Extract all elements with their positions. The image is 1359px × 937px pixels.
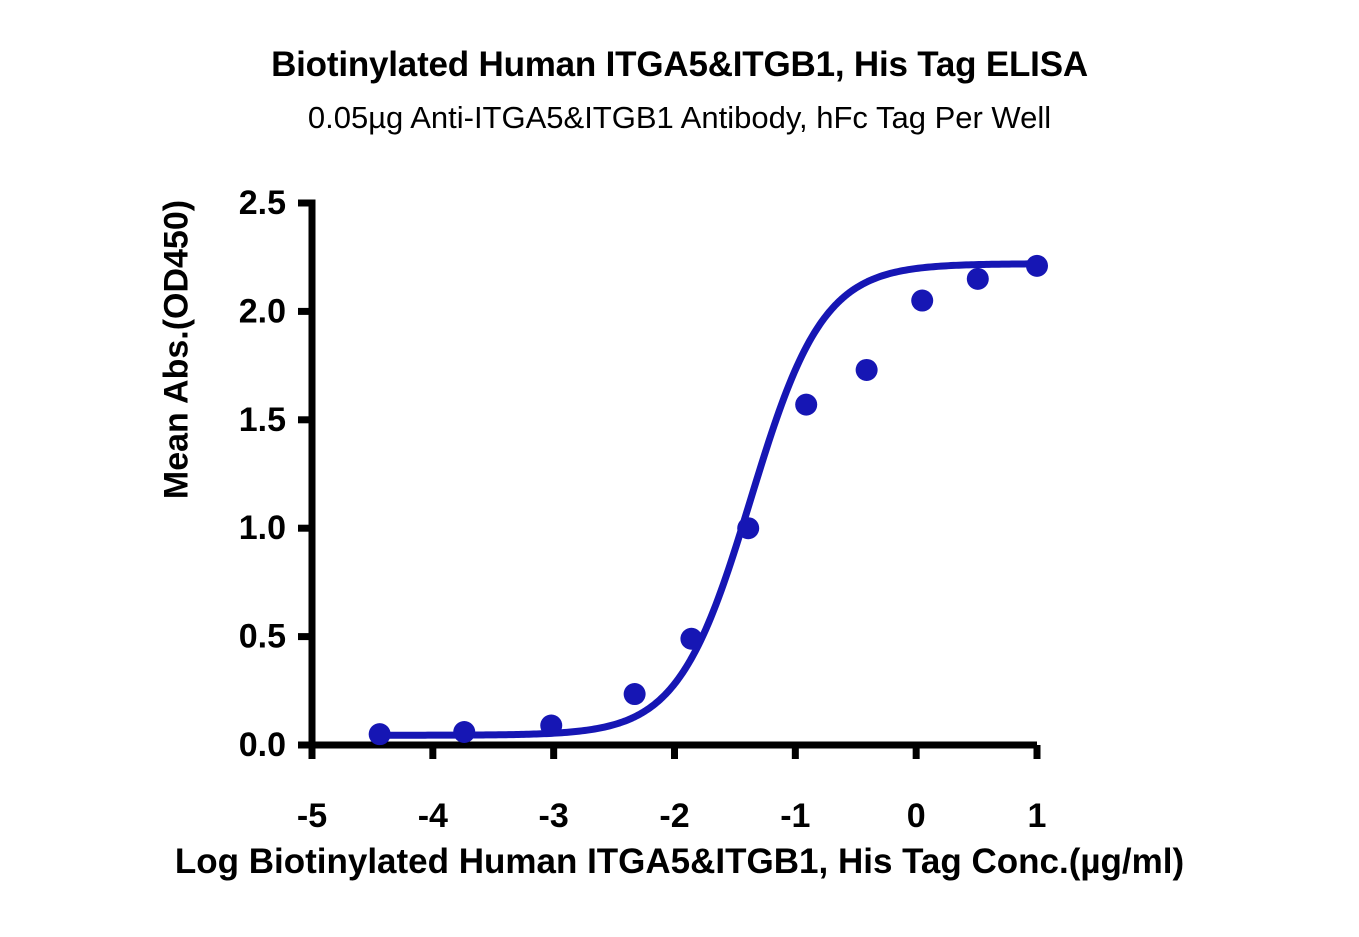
- data-point: [966, 267, 989, 290]
- y-tick-labels: 0.0 0.5 1.0 1.5 2.0 2.5: [239, 184, 286, 764]
- data-point-markers: [368, 254, 1048, 746]
- data-point: [1026, 254, 1048, 277]
- x-tick-label: -3: [539, 797, 569, 835]
- y-tick-label: 2.5: [239, 184, 286, 222]
- data-point: [368, 723, 391, 746]
- y-tick-label: 0.0: [239, 726, 286, 764]
- x-tick-label: -2: [659, 797, 689, 835]
- y-tick-label: 1.5: [239, 401, 286, 439]
- data-point: [623, 683, 646, 706]
- data-point: [795, 393, 818, 416]
- chart-subtitle: 0.05µg Anti-ITGA5&ITGB1 Antibody, hFc Ta…: [307, 100, 1052, 135]
- y-tick-label: 1.0: [239, 509, 286, 547]
- x-tick-label: -4: [418, 797, 448, 835]
- y-tick-label: 2.0: [239, 292, 286, 330]
- y-tick-label: 0.5: [239, 618, 286, 656]
- data-point: [911, 289, 934, 312]
- data-point: [453, 720, 476, 743]
- x-tick-label: -5: [297, 797, 327, 835]
- data-point: [680, 627, 703, 650]
- x-tick-labels: -5 -4 -3 -2 -1 0 1: [297, 797, 1047, 835]
- x-tick-label: 0: [907, 797, 926, 835]
- data-point: [737, 517, 760, 540]
- dose-response-fit-curve: [376, 260, 1041, 739]
- data-point: [855, 358, 878, 381]
- x-tick-label: -1: [780, 797, 810, 835]
- x-tick-label: 1: [1028, 797, 1047, 835]
- x-axis-label: Log Biotinylated Human ITGA5&ITGB1, His …: [174, 842, 1185, 881]
- data-point: [540, 714, 563, 737]
- chart-title: Biotinylated Human ITGA5&ITGB1, His Tag …: [271, 45, 1088, 84]
